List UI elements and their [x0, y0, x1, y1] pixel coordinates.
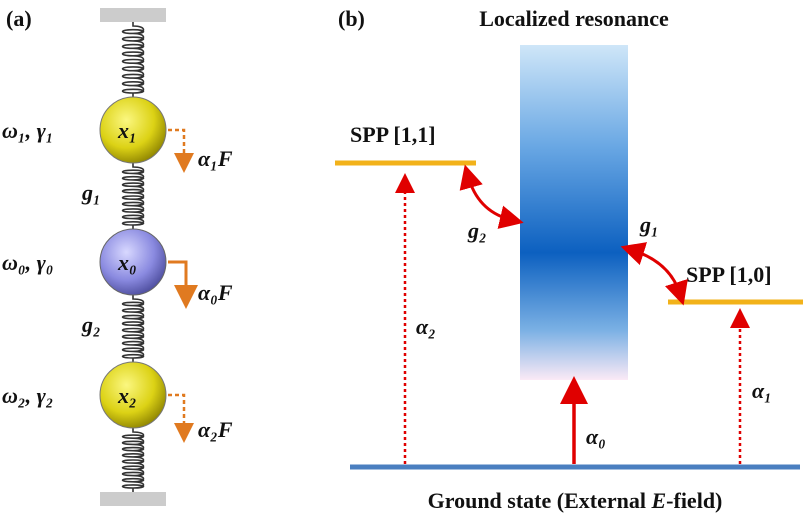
- spring: [123, 163, 144, 229]
- wall: [100, 492, 166, 506]
- spring: [123, 22, 144, 97]
- force-arrow: [168, 130, 184, 163]
- resonance-band: [520, 45, 628, 380]
- mass-params: ω₂, γ₂: [2, 383, 53, 408]
- excitation-label: α₂: [416, 314, 436, 339]
- level-label: SPP [1,0]: [686, 262, 772, 287]
- text-part: Ground state (External: [428, 488, 652, 513]
- mass-params: ω₀, γ₀: [2, 250, 53, 275]
- diagram: (a) ω₁, γ₁ ω₀, γ₀ ω₂, γ₂ x₁ x₀ x₂ α₁F α₀…: [0, 0, 803, 523]
- mass-name: x₁: [117, 118, 137, 143]
- coupling-arrow: [632, 250, 680, 294]
- force-label: α₀F: [198, 280, 233, 305]
- coupling-label: g₂: [81, 312, 101, 337]
- text-part: E: [650, 488, 666, 513]
- text-part: -field): [666, 488, 722, 513]
- panel-label: (a): [6, 6, 32, 31]
- force-label: α₂F: [198, 417, 233, 442]
- coupling-arrow: [468, 176, 512, 220]
- coupling-label: g₂: [467, 218, 487, 243]
- panel-b: (b) Localized resonance SPP [1,1] SPP [1…: [335, 6, 803, 513]
- spring: [123, 428, 144, 492]
- coupling-label: g₁: [81, 180, 101, 205]
- coupling-label: g₁: [639, 212, 659, 237]
- level-label: SPP [1,1]: [350, 122, 436, 147]
- force-arrow: [168, 395, 184, 433]
- force-arrow: [168, 262, 186, 297]
- mass-params: ω₁, γ₁: [2, 118, 53, 143]
- panel-label: (b): [338, 6, 365, 31]
- excitation-label: α₁: [752, 378, 772, 403]
- panel-a: (a) ω₁, γ₁ ω₀, γ₀ ω₂, γ₂ x₁ x₀ x₂ α₁F α₀…: [2, 6, 233, 506]
- resonance-title: Localized resonance: [479, 6, 669, 31]
- ground-label: Ground state (External E-field): [428, 488, 723, 513]
- force-label: α₁F: [198, 146, 233, 171]
- spring: [123, 295, 144, 362]
- mass-name: x₂: [117, 383, 137, 408]
- mass-name: x₀: [117, 250, 137, 275]
- excitation-label: α₀: [586, 424, 606, 449]
- wall: [100, 8, 166, 22]
